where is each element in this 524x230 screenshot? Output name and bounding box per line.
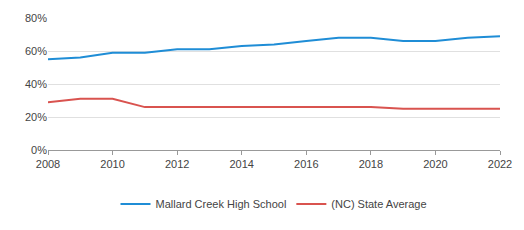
svg-text:2014: 2014: [229, 158, 253, 170]
svg-text:0%: 0%: [31, 144, 47, 156]
svg-text:2012: 2012: [165, 158, 189, 170]
svg-text:2020: 2020: [423, 158, 447, 170]
svg-text:20%: 20%: [25, 111, 47, 123]
svg-text:2008: 2008: [36, 158, 60, 170]
svg-text:40%: 40%: [25, 78, 47, 90]
svg-text:(NC) State Average: (NC) State Average: [331, 198, 426, 210]
svg-text:60%: 60%: [25, 45, 47, 57]
svg-text:Mallard Creek High School: Mallard Creek High School: [156, 198, 287, 210]
svg-text:2010: 2010: [100, 158, 124, 170]
svg-text:2018: 2018: [359, 158, 383, 170]
svg-text:2016: 2016: [294, 158, 318, 170]
svg-text:2022: 2022: [488, 158, 512, 170]
svg-text:80%: 80%: [25, 12, 47, 24]
